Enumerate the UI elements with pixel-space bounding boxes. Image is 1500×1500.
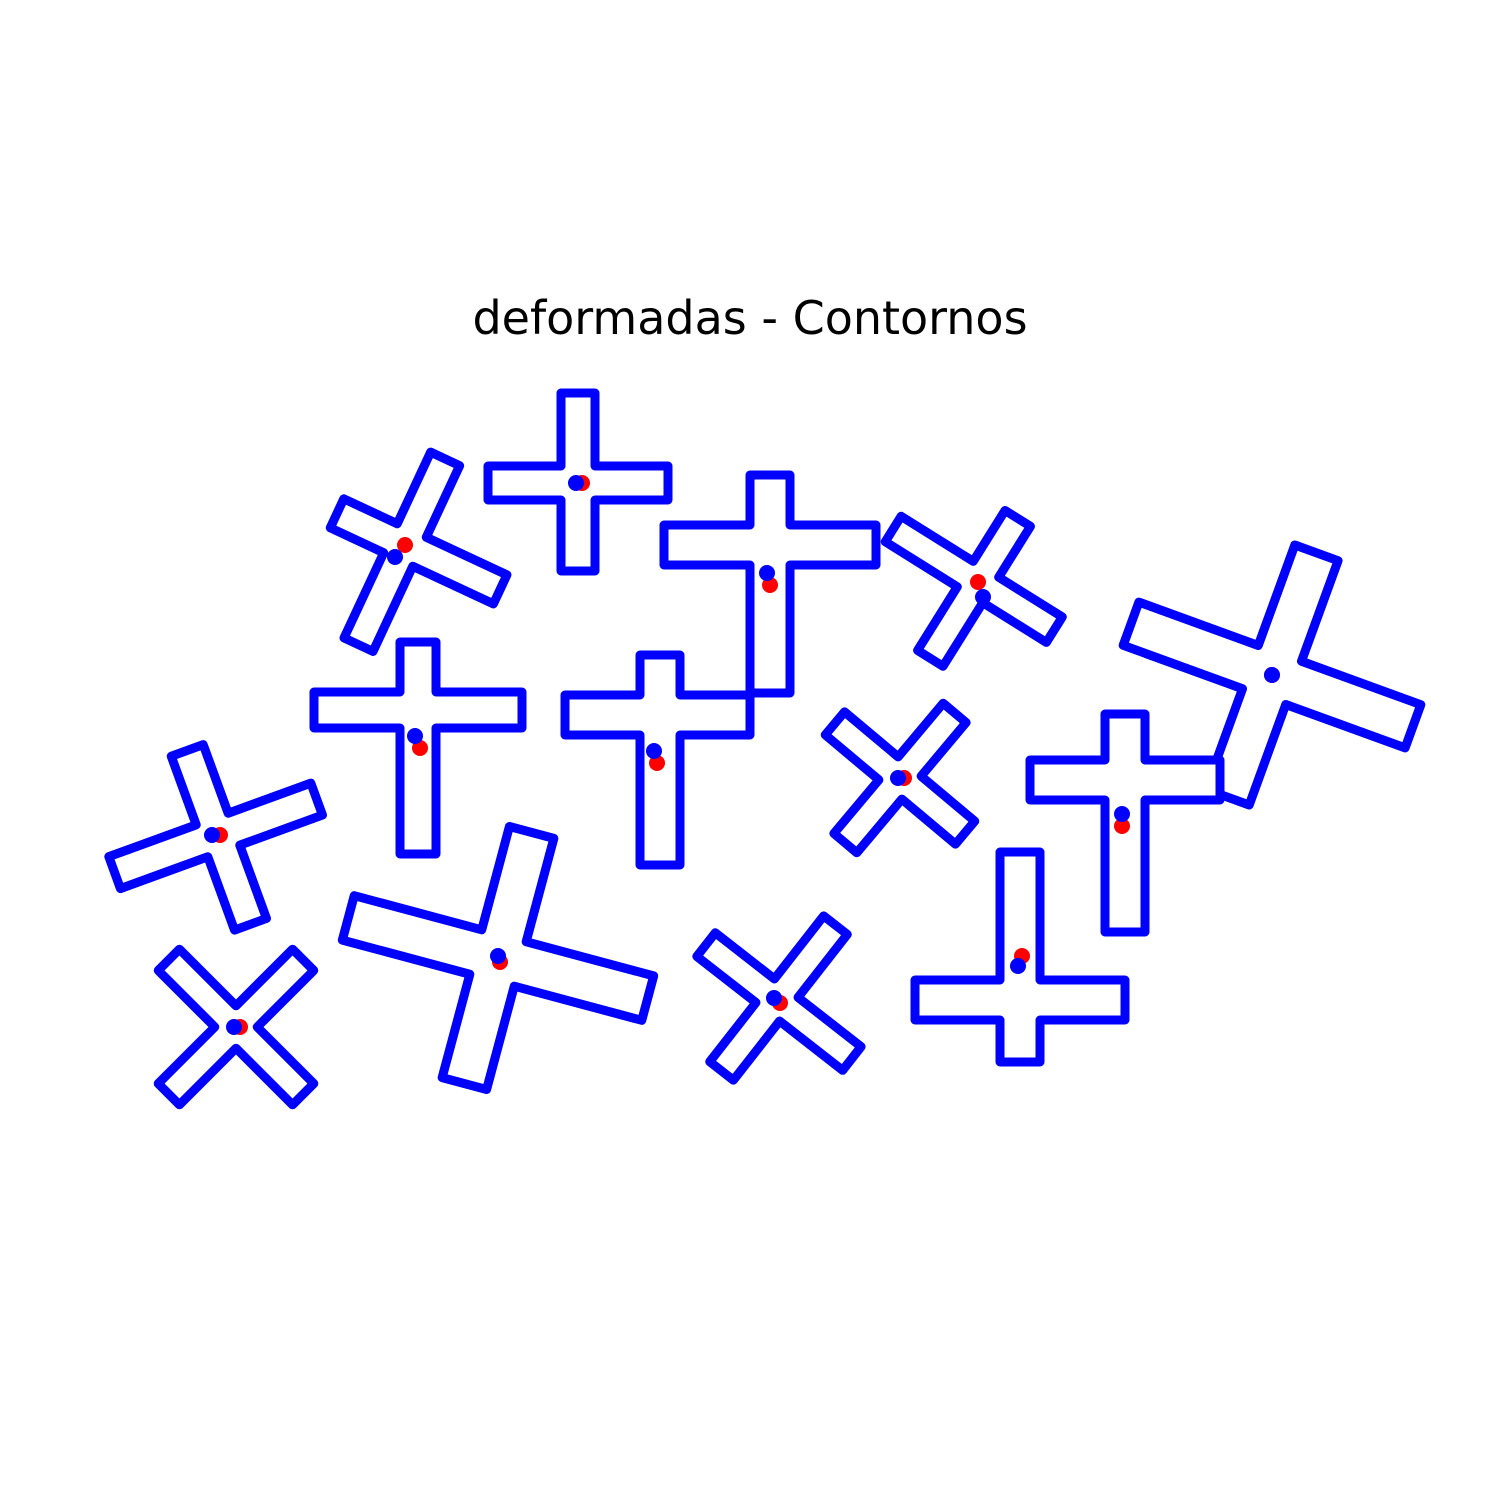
centroid-point (759, 565, 775, 581)
centroid-point (204, 827, 220, 843)
centroid-point (568, 475, 584, 491)
cross-shape (325, 447, 512, 656)
reference-point (412, 740, 428, 756)
reference-point (397, 537, 413, 553)
centroid-point (490, 948, 506, 964)
cross-shape (880, 505, 1067, 671)
centroid-point (766, 990, 782, 1006)
centroid-point (1264, 667, 1280, 683)
centroid-point (890, 770, 906, 786)
figure-title: deformadas - Contornos (472, 291, 1028, 345)
centroid-point (1114, 806, 1130, 822)
centroid-point (1010, 958, 1026, 974)
centroid-point (975, 589, 991, 605)
cross-contour (325, 447, 512, 656)
reference-point (1114, 818, 1130, 834)
reference-point (970, 574, 986, 590)
reference-point (649, 755, 665, 771)
centroid-point (387, 549, 403, 565)
centroid-point (226, 1019, 242, 1035)
cross-contour (880, 505, 1067, 671)
centroid-point (407, 728, 423, 744)
centroid-point (646, 743, 662, 759)
reference-point (762, 577, 778, 593)
